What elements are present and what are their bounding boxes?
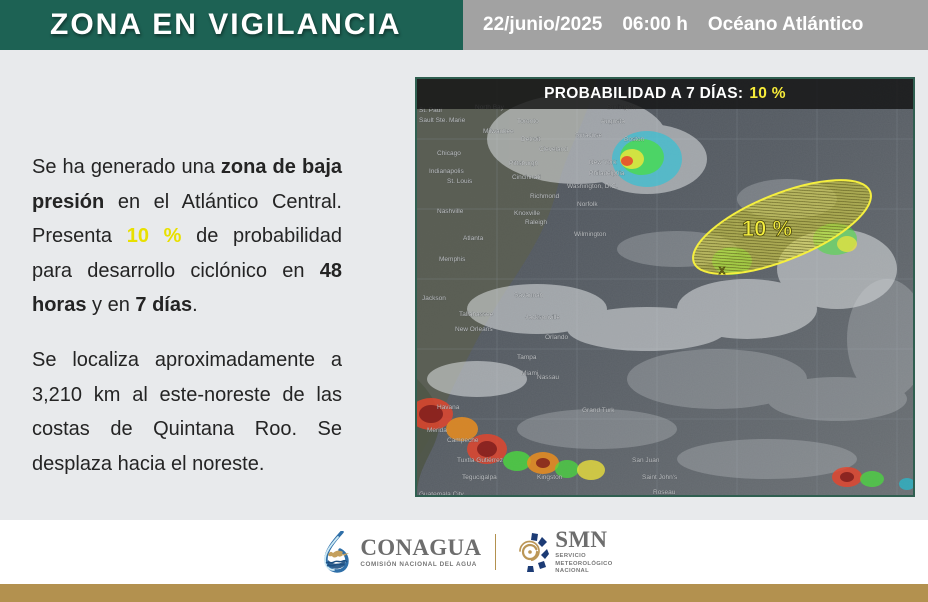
- svg-text:Jackson: Jackson: [422, 295, 446, 302]
- svg-text:Tallahassee: Tallahassee: [459, 311, 494, 318]
- svg-text:Atlanta: Atlanta: [463, 235, 484, 242]
- svg-text:Richmond: Richmond: [530, 193, 560, 200]
- svg-text:Tuxtla Gutiérrez: Tuxtla Gutiérrez: [457, 457, 503, 464]
- svg-text:Havana: Havana: [437, 404, 460, 411]
- svg-text:Jacksonville: Jacksonville: [525, 314, 560, 321]
- svg-text:Cleveland: Cleveland: [539, 146, 568, 153]
- svg-text:Philadelphia: Philadelphia: [589, 170, 625, 177]
- svg-text:Wilmington: Wilmington: [574, 231, 607, 238]
- svg-text:Syracuse: Syracuse: [575, 132, 602, 139]
- svg-text:Raleigh: Raleigh: [525, 219, 547, 226]
- svg-text:Toronto: Toronto: [517, 118, 539, 125]
- svg-text:Cincinnati: Cincinnati: [512, 174, 541, 181]
- svg-text:Merida: Merida: [427, 427, 447, 434]
- svg-text:Memphis: Memphis: [439, 256, 466, 263]
- svg-text:Norfolk: Norfolk: [577, 201, 598, 208]
- svg-text:Milwaukee: Milwaukee: [483, 128, 514, 135]
- svg-text:x: x: [719, 262, 726, 277]
- svg-text:Savannah: Savannah: [514, 292, 544, 299]
- svg-text:Boston: Boston: [624, 136, 645, 143]
- svg-text:Guatemala City: Guatemala City: [419, 491, 465, 497]
- svg-text:Saint John's: Saint John's: [642, 474, 678, 481]
- svg-text:Miami: Miami: [521, 370, 538, 377]
- svg-text:New Orleans: New Orleans: [455, 326, 493, 333]
- svg-text:Kingston: Kingston: [537, 474, 563, 481]
- svg-text:Knoxville: Knoxville: [514, 210, 540, 217]
- svg-text:Orlando: Orlando: [545, 334, 569, 341]
- svg-text:Tampa: Tampa: [517, 354, 537, 361]
- svg-text:Tegucigalpa: Tegucigalpa: [462, 474, 497, 481]
- svg-text:St. Louis: St. Louis: [447, 178, 473, 185]
- svg-text:Grand Turk: Grand Turk: [582, 407, 615, 414]
- svg-text:Nashville: Nashville: [437, 208, 464, 215]
- svg-text:Pittsburgh: Pittsburgh: [509, 160, 539, 167]
- svg-text:Roseau: Roseau: [653, 489, 676, 496]
- svg-text:Washington, D.C.: Washington, D.C.: [567, 183, 618, 190]
- svg-text:Nassau: Nassau: [537, 374, 559, 381]
- svg-text:Chicago: Chicago: [437, 150, 461, 157]
- svg-text:San Juan: San Juan: [632, 457, 660, 464]
- svg-text:Campeche: Campeche: [447, 437, 479, 444]
- svg-text:10 %: 10 %: [742, 216, 792, 241]
- svg-text:Sault Ste. Marie: Sault Ste. Marie: [419, 117, 466, 124]
- svg-text:Detroit: Detroit: [521, 136, 540, 143]
- svg-text:New York: New York: [589, 159, 617, 166]
- svg-text:Augusta: Augusta: [601, 118, 625, 125]
- svg-text:Indianapolis: Indianapolis: [429, 168, 464, 175]
